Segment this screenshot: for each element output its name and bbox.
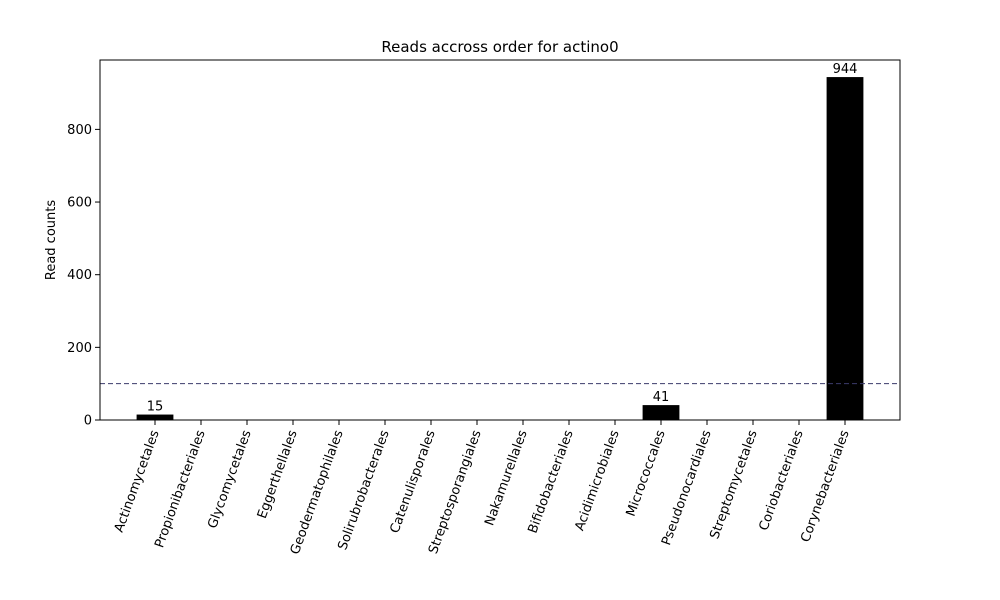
plot-frame	[99, 59, 901, 421]
x-tick-label-propionibacteriales: Propionibacteriales	[152, 428, 209, 550]
x-tick-label-nakamurellales: Nakamurellales	[482, 428, 531, 528]
bar-micrococcales	[642, 405, 680, 420]
y-tick-label: 400	[67, 268, 92, 283]
data-labels-group: 15 41 944	[147, 62, 858, 414]
x-tick-label-micrococcales: Micrococcales	[624, 428, 669, 519]
x-tick-label-eggerthellales: Eggerthellales	[255, 428, 301, 521]
data-label-corynebacteriales: 944	[833, 62, 858, 77]
y-axis-label: Read counts	[44, 200, 59, 280]
bars-group	[136, 77, 864, 420]
chart-title: Reads accross order for actino0	[381, 38, 618, 56]
x-tick-label-glycomycetales: Glycomycetales	[205, 428, 255, 531]
x-tick-label-streptosporangiales: Streptosporangiales	[426, 428, 485, 556]
y-tick-label: 800	[67, 123, 92, 138]
x-tick-label-bifidobacteriales: Bifidobacteriales	[525, 428, 576, 535]
x-tick-label-acidimicrobiales: Acidimicrobiales	[572, 428, 622, 533]
y-tick-label: 0	[84, 414, 92, 429]
bar-actinomycetales	[136, 414, 174, 420]
y-tick-label: 200	[67, 341, 92, 356]
bar-corynebacteriales	[826, 77, 864, 420]
x-tick-label-pseudonocardiales: Pseudonocardiales	[659, 428, 715, 547]
data-label-micrococcales: 41	[653, 390, 670, 405]
x-tick-label-coriobacteriales: Coriobacteriales	[757, 428, 807, 533]
y-tick-label: 600	[67, 196, 92, 211]
data-label-actinomycetales: 15	[147, 400, 164, 415]
x-tick-label-solirubrobacterales: Solirubrobacterales	[335, 428, 392, 552]
x-axis: ActinomycetalesPropionibacterialesGlycom…	[112, 420, 853, 557]
x-tick-label-catenulisporales: Catenulisporales	[388, 428, 439, 535]
x-tick-label-streptomycetales: Streptomycetales	[707, 428, 760, 541]
y-axis: 0 200 400 600 800	[67, 123, 100, 429]
x-tick-label-corynebacteriales: Corynebacteriales	[798, 428, 853, 544]
x-tick-label-actinomycetales: Actinomycetales	[112, 428, 163, 535]
